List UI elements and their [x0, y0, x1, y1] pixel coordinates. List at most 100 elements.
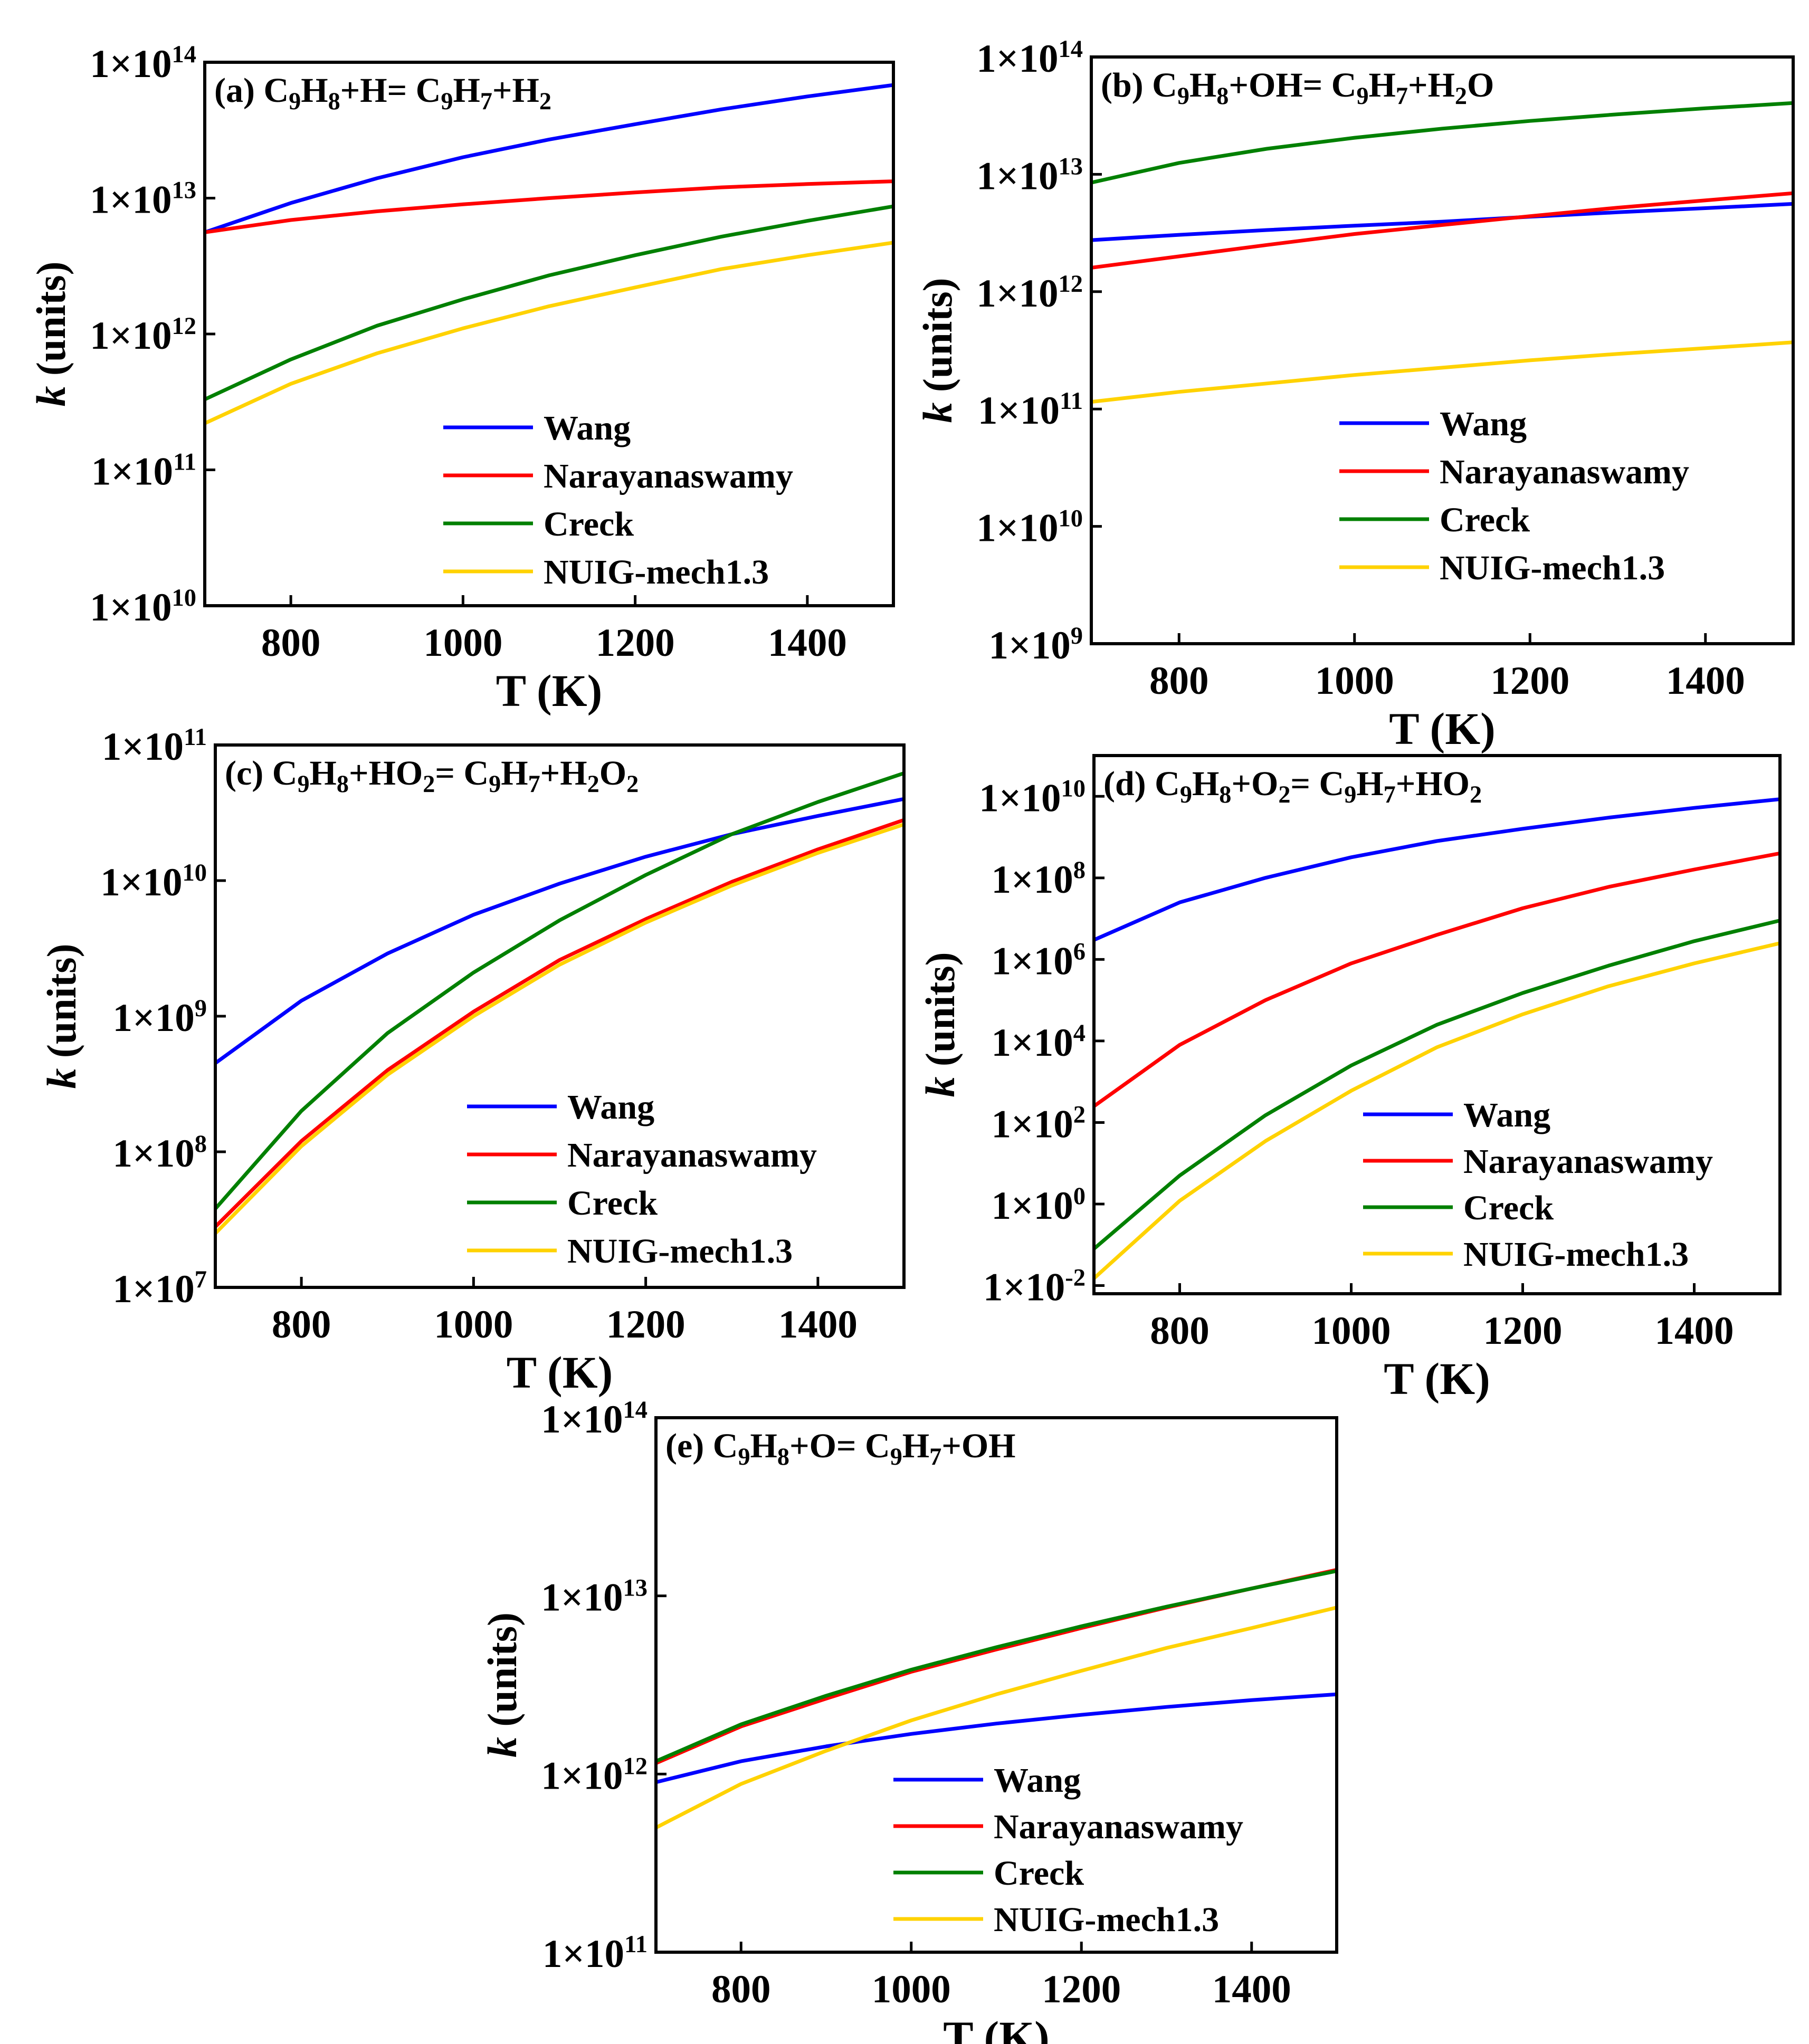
- y-tick-label: 1×1013: [90, 177, 196, 222]
- y-tick-label: 1×1014: [976, 36, 1083, 81]
- series-line-creck: [656, 1569, 1337, 1763]
- x-axis-label: T (K): [496, 665, 602, 716]
- y-tick-label: 1×1010: [90, 585, 196, 629]
- x-tick-label: 1200: [1490, 659, 1569, 703]
- y-tick-label: 1×1014: [541, 1397, 648, 1441]
- x-axis-label: T (K): [943, 2012, 1049, 2044]
- plot-frame: [1092, 754, 1782, 1295]
- x-tick-label: 1200: [1042, 1967, 1121, 2011]
- x-tick-label: 1000: [434, 1303, 513, 1346]
- series-line-narayanaswamy: [205, 179, 893, 234]
- plot-frame: [654, 1416, 1338, 1954]
- series-line-creck: [215, 771, 904, 1210]
- series-line-narayanaswamy: [215, 818, 904, 1228]
- legend-label-nuig-mech1-3: NUIG-mech1.3: [994, 1900, 1219, 1939]
- legend-label-narayanaswamy: Narayanaswamy: [1463, 1142, 1713, 1181]
- x-tick-label: 800: [261, 621, 321, 665]
- series-line-wang: [205, 83, 893, 234]
- legend-label-creck: Creck: [567, 1184, 658, 1222]
- y-tick-label: 1×1010: [976, 505, 1083, 550]
- legend-label-nuig-mech1-3: NUIG-mech1.3: [544, 553, 769, 591]
- y-tick-label: 1×1013: [541, 1575, 648, 1620]
- legend-label-wang: Wang: [567, 1088, 654, 1126]
- series-line-creck: [205, 204, 893, 402]
- panel-a: 800 1000 1200 1400 1×1010 1×1011 1×1012 1×1013 1…: [28, 41, 895, 716]
- legend-label-nuig-mech1-3: NUIG-mech1.3: [1440, 549, 1665, 587]
- y-tick-label: 1×102: [992, 1101, 1086, 1146]
- x-axis-label: T (K): [1389, 703, 1495, 754]
- x-tick-label: 800: [1150, 1309, 1210, 1353]
- plot-frame: [1090, 55, 1795, 645]
- y-tick-label: 1×1011: [91, 449, 196, 494]
- x-tick-label: 1000: [872, 1967, 951, 2011]
- y-tick-label: 1×1011: [978, 388, 1083, 433]
- legend-label-nuig-mech1-3: NUIG-mech1.3: [1463, 1235, 1689, 1274]
- y-tick-label: 1×107: [113, 1266, 207, 1311]
- x-tick-label: 1200: [1483, 1309, 1563, 1353]
- panel-d: 800 1000 1200 1400 1×10-2 1×100 1×102 1×104 1×10…: [917, 754, 1782, 1404]
- x-tick-label: 800: [711, 1967, 771, 2011]
- series-line-nuig-mech1-3: [205, 241, 893, 425]
- y-tick-label: 1×1010: [100, 859, 207, 904]
- y-tick-label: 1×106: [992, 938, 1086, 983]
- x-tick-label: 1400: [1212, 1967, 1291, 2011]
- panel-title: (c) C9H8+HO2= C9H7+H2O2: [225, 754, 639, 797]
- panel-title: (e) C9H8+O= C9H7+OH: [665, 1427, 1016, 1470]
- x-tick-label: 1400: [1655, 1309, 1734, 1353]
- y-tick-label: 1×1013: [976, 153, 1083, 198]
- legend-label-creck: Creck: [1440, 501, 1530, 539]
- x-tick-label: 1000: [1315, 659, 1394, 703]
- panel-title: (d) C9H8+O2= C9H7+HO2: [1103, 765, 1482, 808]
- x-tick-label: 1400: [768, 621, 847, 665]
- series-line-nuig-mech1-3: [1094, 941, 1780, 1280]
- panel-c: 800 1000 1200 1400 1×107 1×108 1×109 1×1010 1×10…: [39, 724, 906, 1398]
- series-line-creck: [1091, 101, 1793, 185]
- series-line-nuig-mech1-3: [215, 823, 904, 1235]
- y-tick-label: 1×104: [992, 1020, 1086, 1065]
- legend-label-nuig-mech1-3: NUIG-mech1.3: [567, 1232, 793, 1271]
- legend-label-creck: Creck: [544, 505, 634, 543]
- legend-label-narayanaswamy: Narayanaswamy: [994, 1808, 1243, 1846]
- y-tick-label: 1×108: [992, 857, 1086, 902]
- series-line-wang: [215, 797, 904, 1065]
- y-axis-label: k (units): [28, 261, 74, 406]
- legend-label-narayanaswamy: Narayanaswamy: [1440, 453, 1689, 491]
- y-axis-label: k (units): [39, 943, 84, 1088]
- legend-label-creck: Creck: [994, 1854, 1084, 1893]
- x-axis-label: T (K): [1384, 1353, 1490, 1404]
- panel-title: (b) C9H8+OH= C9H7+H2O: [1101, 66, 1494, 109]
- panel-b: 800 1000 1200 1400 1×109 1×1010 1×1011 1×1012 1×…: [915, 36, 1795, 754]
- y-tick-label: 1×1010: [979, 775, 1086, 820]
- x-tick-label: 800: [1149, 659, 1209, 703]
- panel-e: 800 1000 1200 1400 1×1011 1×1012 1×1013 1×1014 T…: [479, 1397, 1338, 2044]
- x-tick-label: 1200: [606, 1303, 685, 1346]
- panel-title: (a) C9H8+H= C9H7+H2: [214, 71, 551, 114]
- series-line-wang: [1091, 202, 1793, 242]
- series-line-narayanaswamy: [1094, 851, 1780, 1108]
- y-tick-label: 1×108: [113, 1131, 207, 1176]
- legend-label-creck: Creck: [1463, 1189, 1554, 1227]
- legend-label-wang: Wang: [1463, 1096, 1550, 1134]
- x-tick-label: 1200: [596, 621, 675, 665]
- x-tick-label: 1400: [1666, 659, 1745, 703]
- y-tick-label: 1×1012: [541, 1753, 648, 1798]
- x-tick-label: 1000: [423, 621, 502, 665]
- y-tick-label: 1×1014: [90, 41, 196, 86]
- legend-label-wang: Wang: [1440, 405, 1527, 443]
- y-tick-label: 1×100: [992, 1183, 1086, 1228]
- y-tick-label: 1×1012: [976, 271, 1083, 316]
- y-tick-label: 1×1011: [542, 1931, 648, 1976]
- x-axis-label: T (K): [507, 1347, 613, 1398]
- legend-label-narayanaswamy: Narayanaswamy: [544, 457, 793, 495]
- series-line-wang: [656, 1692, 1337, 1784]
- series-line-narayanaswamy: [1091, 191, 1793, 270]
- legend-label-wang: Wang: [994, 1761, 1081, 1800]
- series-line-wang: [1094, 797, 1780, 942]
- x-tick-label: 800: [272, 1303, 331, 1346]
- y-tick-label: 1×1011: [102, 724, 207, 769]
- y-tick-label: 1×109: [113, 995, 207, 1040]
- series-line-narayanaswamy: [656, 1568, 1337, 1765]
- series-line-nuig-mech1-3: [1091, 340, 1793, 404]
- y-axis-label: k (units): [479, 1612, 525, 1758]
